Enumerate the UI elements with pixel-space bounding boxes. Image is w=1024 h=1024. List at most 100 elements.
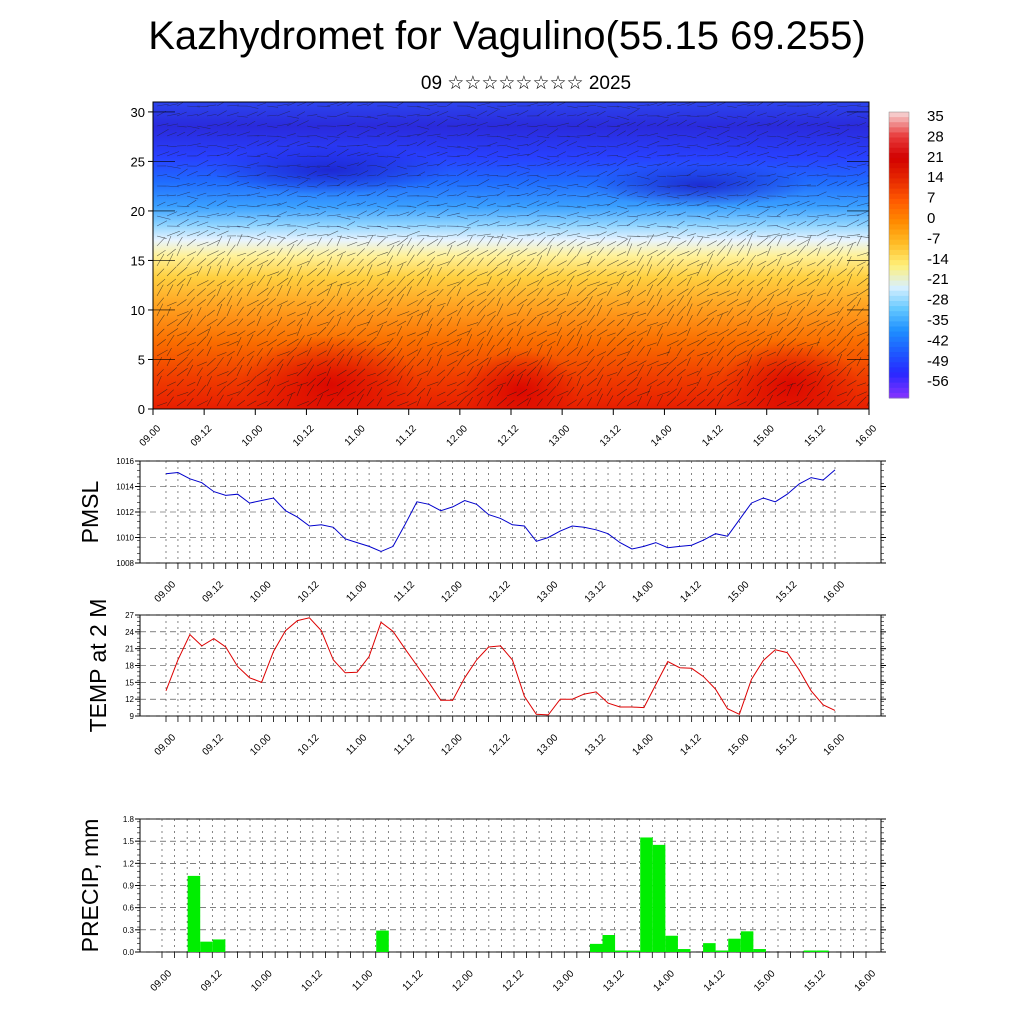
wind-barb [166, 123, 179, 127]
wind-barb [796, 360, 806, 367]
wind-barb [816, 397, 825, 407]
wind-barb [236, 234, 243, 247]
wind-barb [386, 320, 398, 327]
wind-barb [496, 347, 509, 357]
wind-barb [706, 163, 717, 167]
wind-barb [686, 357, 691, 367]
wind-barb [336, 311, 346, 317]
wind-barb [376, 278, 384, 287]
wind-barb [306, 125, 320, 129]
wind-barb [346, 203, 360, 207]
wind-barb [276, 223, 291, 227]
wind-barb [756, 286, 764, 297]
wind-barb [726, 209, 737, 217]
wind-barb [386, 214, 398, 217]
wind-barb [736, 287, 743, 297]
wind-barb [396, 237, 408, 247]
wind-barb [396, 135, 411, 137]
wind-barb [846, 256, 852, 267]
wind-barb [746, 215, 760, 218]
wind-barb [626, 369, 638, 377]
x-tick-label: 16.00 [854, 423, 880, 449]
wind-barb [556, 310, 567, 317]
wind-barb [746, 233, 753, 247]
wind-barb [866, 314, 869, 317]
wind-barb [416, 377, 422, 387]
wind-barb [736, 376, 744, 387]
wind-barb [156, 123, 169, 127]
wind-barb [706, 298, 713, 307]
wind-barb [766, 178, 778, 187]
colorbar-swatch [889, 372, 909, 379]
wind-barb [786, 165, 798, 168]
wind-barb [436, 369, 446, 377]
wind-barb [786, 299, 799, 307]
wind-barb [616, 319, 624, 327]
wind-barb [296, 179, 309, 187]
wind-barb [706, 240, 717, 247]
wind-barb [546, 271, 558, 277]
wind-barb [486, 194, 500, 197]
wind-barb [366, 295, 374, 307]
wind-barb [816, 110, 828, 117]
precip-bar [212, 939, 226, 952]
wind-barb [756, 145, 768, 149]
wind-barb [306, 145, 320, 148]
wind-barb [786, 201, 800, 207]
wind-barb [646, 347, 652, 357]
wind-barb [796, 348, 803, 357]
wind-barb [726, 298, 739, 307]
wind-barb [746, 388, 755, 397]
x-tick-label: 11.00 [343, 423, 368, 448]
wind-barb [386, 195, 398, 198]
wind-barb [356, 152, 369, 157]
wind-barb [536, 287, 544, 297]
wind-barb [786, 382, 797, 387]
wind-barb [346, 151, 361, 157]
wind-barb [416, 235, 430, 237]
wind-barb [846, 304, 856, 317]
wind-barb [336, 348, 345, 357]
wind-barb [436, 391, 446, 397]
wind-barb [176, 368, 188, 377]
wind-barb [246, 330, 256, 337]
wind-barb [156, 356, 163, 367]
wind-barb [816, 320, 829, 327]
wind-barb [536, 255, 543, 267]
wind-barb [496, 286, 505, 297]
wind-barb [476, 110, 488, 117]
wind-barb [166, 230, 180, 237]
wind-barb [406, 105, 421, 108]
wind-barb [556, 360, 570, 367]
wind-barb [206, 357, 216, 367]
wind-barb [746, 315, 753, 327]
wind-barb [626, 140, 639, 147]
wind-barb [286, 229, 297, 237]
y-tick-label: 1016 [116, 457, 134, 466]
wind-barb [586, 214, 598, 217]
wind-barb [636, 377, 642, 387]
wind-barb [746, 296, 753, 307]
wind-barb [156, 402, 168, 407]
wind-barb [416, 370, 429, 377]
wind-barb [256, 135, 267, 137]
wind-barb [246, 140, 259, 147]
wind-barb [596, 231, 607, 237]
wind-barb [786, 172, 797, 177]
wind-barb [526, 307, 532, 317]
wind-barb [406, 349, 419, 357]
wind-barb [266, 398, 275, 407]
wind-barb [826, 215, 839, 217]
wind-barb [176, 399, 187, 407]
wind-barb [436, 340, 450, 347]
wind-barb [176, 191, 191, 197]
wind-barb [486, 135, 499, 137]
wind-barb [606, 347, 616, 357]
wind-barb [736, 350, 747, 357]
wind-barb [696, 235, 710, 239]
wind-barb [536, 315, 544, 327]
wind-barb [666, 133, 678, 137]
wind-barb [446, 205, 458, 207]
wind-barb [526, 174, 539, 177]
wind-barb [596, 356, 604, 367]
